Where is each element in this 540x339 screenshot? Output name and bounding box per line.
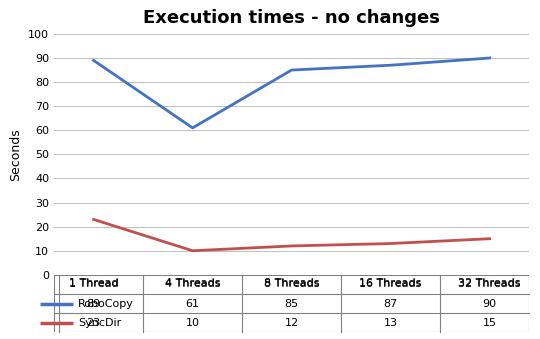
- Text: 23: 23: [86, 318, 100, 328]
- Text: SyncDir: SyncDir: [78, 318, 121, 328]
- Text: 90: 90: [483, 299, 497, 308]
- Y-axis label: Seconds: Seconds: [10, 128, 23, 181]
- Text: 10: 10: [186, 318, 200, 328]
- Text: 8 Threads: 8 Threads: [264, 279, 319, 290]
- Text: 89: 89: [86, 299, 101, 308]
- Text: 61: 61: [186, 299, 200, 308]
- Text: 16 Threads: 16 Threads: [360, 279, 422, 290]
- Text: RoboCopy: RoboCopy: [78, 299, 133, 308]
- Title: Execution times - no changes: Execution times - no changes: [143, 9, 440, 27]
- Text: 15: 15: [483, 318, 497, 328]
- Text: 32 Threads: 32 Threads: [458, 279, 521, 290]
- Text: 85: 85: [285, 299, 299, 308]
- Text: 1 Thread: 1 Thread: [69, 279, 118, 290]
- Text: 12: 12: [285, 318, 299, 328]
- Text: 4 Threads: 4 Threads: [165, 279, 220, 290]
- Text: 13: 13: [383, 318, 397, 328]
- Text: 87: 87: [383, 299, 398, 308]
